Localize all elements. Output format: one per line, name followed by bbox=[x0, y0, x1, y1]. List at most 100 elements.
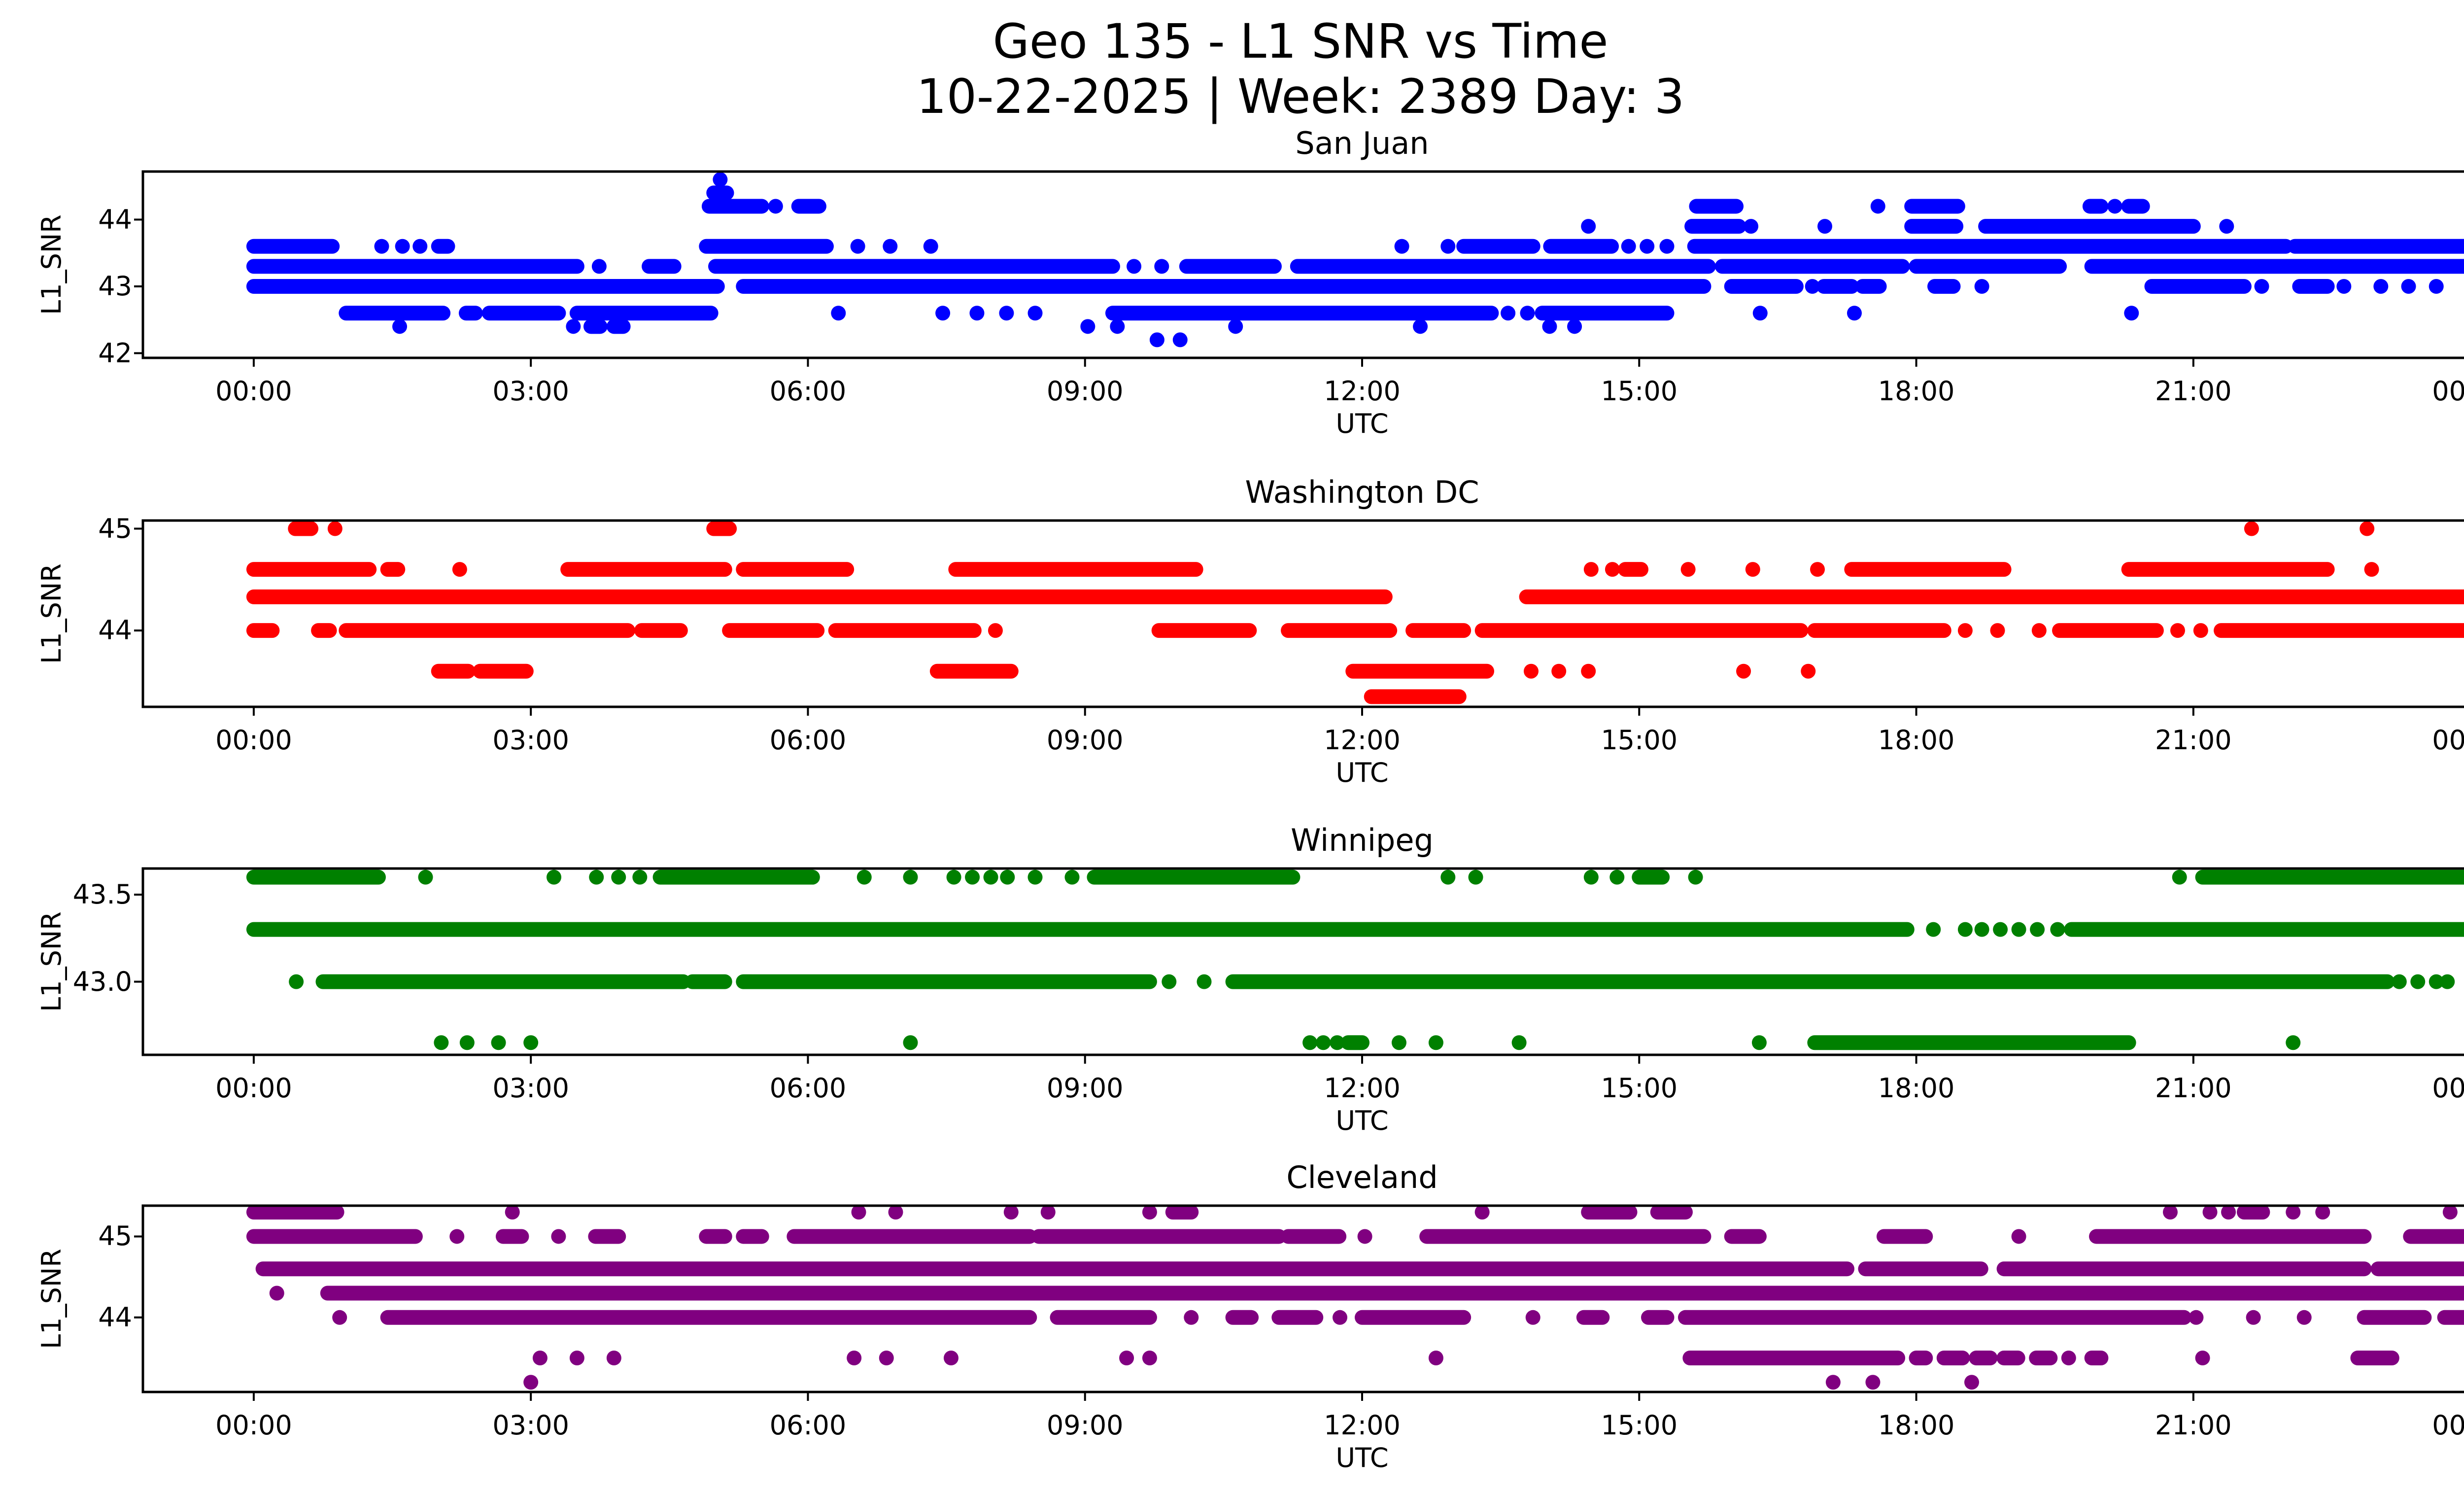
scatter-run-winnipeg bbox=[2286, 1035, 2301, 1050]
x-tick-label-winnipeg: 21:00 bbox=[2155, 1073, 2232, 1104]
scatter-run-winnipeg bbox=[983, 869, 998, 885]
scatter-run-san-juan bbox=[412, 239, 428, 254]
scatter-run-cleveland bbox=[1003, 1206, 1019, 1220]
x-tick-label-cleveland: 09:00 bbox=[1046, 1410, 1124, 1441]
x-tick-label-winnipeg: 00:00 bbox=[2432, 1073, 2464, 1104]
x-tick-label-winnipeg: 00:00 bbox=[215, 1073, 292, 1104]
x-axis-label-washington-dc: UTC bbox=[1335, 757, 1389, 788]
y-tick-label-cleveland: 45 bbox=[98, 1220, 132, 1252]
tick-marks-san-juan bbox=[134, 218, 2194, 367]
scatter-run-winnipeg bbox=[434, 1035, 449, 1050]
scatter-run-winnipeg bbox=[547, 869, 562, 885]
scatter-run-cleveland bbox=[551, 1229, 566, 1244]
axes-spines-washington-dc bbox=[141, 519, 2464, 708]
scatter-run-san-juan bbox=[1228, 319, 1243, 334]
scatter-run-san-juan bbox=[1394, 239, 1409, 254]
scatter-run-winnipeg bbox=[2030, 922, 2045, 937]
scatter-run-winnipeg bbox=[1391, 1035, 1406, 1050]
scatter-run-san-juan bbox=[2373, 279, 2389, 294]
scatter-run-washington-dc bbox=[1990, 623, 2005, 638]
scatter-run-winnipeg bbox=[856, 869, 872, 885]
scatter-run-cleveland bbox=[606, 1350, 621, 1365]
x-tick-label-washington-dc: 06:00 bbox=[769, 725, 847, 756]
scatter-run-san-juan bbox=[1659, 239, 1675, 254]
scatter-run-cleveland bbox=[1428, 1350, 1443, 1365]
scatter-run-cleveland bbox=[888, 1206, 903, 1220]
y-tick-label-san-juan: 42 bbox=[98, 337, 132, 369]
scatter-run-san-juan bbox=[2219, 219, 2234, 234]
x-tick-label-washington-dc: 12:00 bbox=[1324, 725, 1401, 756]
scatter-run-cleveland bbox=[269, 1286, 284, 1301]
scatter-run-cleveland bbox=[2061, 1350, 2076, 1365]
subplot-plot-area-winnipeg bbox=[134, 867, 2464, 1064]
scatter-run-san-juan bbox=[1413, 319, 1428, 334]
scatter-run-cleveland bbox=[2442, 1206, 2458, 1220]
scatter-run-san-juan bbox=[713, 172, 728, 187]
scatter-run-san-juan bbox=[591, 259, 607, 274]
scatter-run-san-juan bbox=[566, 319, 581, 334]
scatter-run-winnipeg bbox=[903, 869, 918, 885]
scatter-run-cleveland bbox=[1142, 1350, 1157, 1365]
x-tick-label-winnipeg: 03:00 bbox=[492, 1073, 569, 1104]
x-tick-label-washington-dc: 00:00 bbox=[2432, 725, 2464, 756]
x-tick-label-washington-dc: 09:00 bbox=[1046, 725, 1124, 756]
x-tick-label-cleveland: 06:00 bbox=[769, 1410, 847, 1441]
scatter-run-san-juan bbox=[1154, 259, 1169, 274]
scatter-run-washington-dc bbox=[2364, 562, 2379, 577]
scatter-run-winnipeg bbox=[2410, 974, 2426, 989]
scatter-run-san-juan bbox=[1752, 306, 1768, 321]
scatter-run-san-juan bbox=[1621, 239, 1636, 254]
x-tick-label-san-juan: 06:00 bbox=[769, 376, 847, 407]
scatter-run-san-juan bbox=[1501, 306, 1516, 321]
scatter-run-san-juan bbox=[1520, 306, 1535, 321]
scatter-run-san-juan bbox=[2401, 279, 2416, 294]
y-tick-label-winnipeg: 43.5 bbox=[72, 878, 132, 910]
scatter-run-washington-dc bbox=[1581, 663, 1596, 679]
x-tick-label-winnipeg: 06:00 bbox=[769, 1073, 847, 1104]
scatter-run-cleveland bbox=[523, 1375, 539, 1390]
x-tick-label-cleveland: 12:00 bbox=[1324, 1410, 1401, 1441]
scatter-run-san-juan bbox=[1870, 199, 1885, 214]
scatter-run-winnipeg bbox=[2011, 922, 2026, 937]
scatter-run-winnipeg bbox=[1197, 974, 1212, 989]
scatter-run-cleveland bbox=[532, 1350, 548, 1365]
scatter-run-winnipeg bbox=[418, 869, 433, 885]
scatter-run-winnipeg bbox=[1000, 869, 1015, 885]
scatter-run-san-juan bbox=[768, 199, 783, 214]
scatter-run-cleveland bbox=[879, 1350, 894, 1365]
x-tick-label-san-juan: 00:00 bbox=[215, 376, 292, 407]
scatter-series-washington-dc bbox=[246, 521, 2464, 704]
x-tick-label-winnipeg: 18:00 bbox=[1878, 1073, 1955, 1104]
scatter-run-cleveland bbox=[1825, 1375, 1841, 1390]
scatter-run-san-juan bbox=[831, 306, 846, 321]
scatter-series-winnipeg bbox=[246, 869, 2464, 1050]
scatter-series-cleveland bbox=[246, 1206, 2464, 1390]
scatter-run-cleveland bbox=[569, 1350, 584, 1365]
scatter-run-san-juan bbox=[850, 239, 865, 254]
figure-title: Geo 135 - L1 SNR vs Time bbox=[992, 14, 1608, 69]
scatter-run-san-juan bbox=[935, 306, 951, 321]
x-axis-label-winnipeg: UTC bbox=[1335, 1105, 1389, 1136]
scatter-run-cleveland bbox=[1333, 1310, 1348, 1325]
x-tick-label-san-juan: 21:00 bbox=[2155, 376, 2232, 407]
scatter-run-washington-dc bbox=[1810, 562, 1825, 577]
scatter-run-washington-dc bbox=[2031, 623, 2047, 638]
scatter-run-san-juan bbox=[1127, 259, 1142, 274]
scatter-run-winnipeg bbox=[1162, 974, 1177, 989]
scatter-run-cleveland bbox=[2246, 1310, 2261, 1325]
scatter-run-cleveland bbox=[1142, 1206, 1157, 1220]
y-tick-label-cleveland: 44 bbox=[98, 1301, 132, 1333]
scatter-run-san-juan bbox=[999, 306, 1014, 321]
scatter-run-washington-dc bbox=[1680, 562, 1696, 577]
scatter-run-san-juan bbox=[969, 306, 985, 321]
scatter-run-cleveland bbox=[332, 1310, 347, 1325]
x-tick-label-cleveland: 21:00 bbox=[2155, 1410, 2232, 1441]
x-tick-label-san-juan: 09:00 bbox=[1046, 376, 1124, 407]
scatter-run-cleveland bbox=[1964, 1375, 1979, 1390]
scatter-run-cleveland bbox=[2162, 1206, 2178, 1220]
scatter-run-winnipeg bbox=[2429, 974, 2444, 989]
scatter-run-winnipeg bbox=[1302, 1035, 1318, 1050]
subplot-title-winnipeg: Winnipeg bbox=[1291, 822, 1434, 858]
scatter-run-cleveland bbox=[1357, 1229, 1372, 1244]
